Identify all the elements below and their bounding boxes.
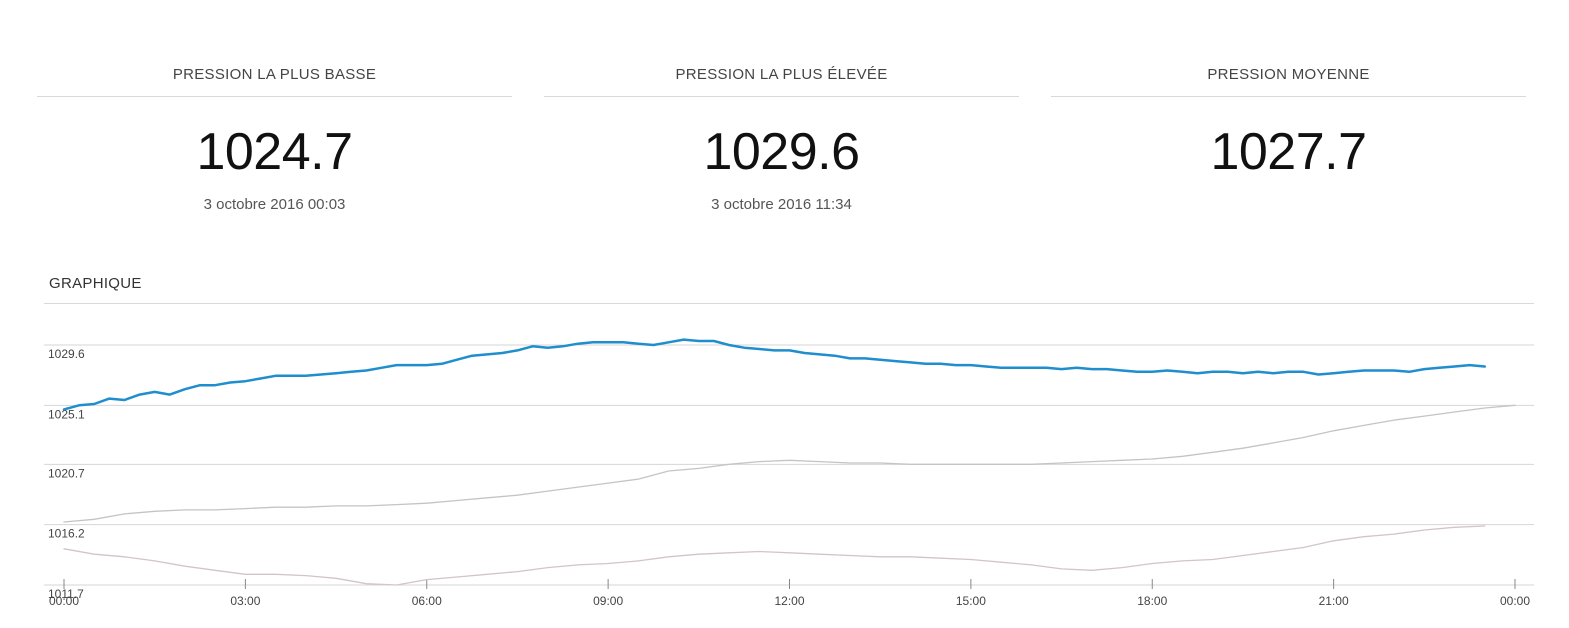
- y-tick-label: 1016.2: [48, 527, 85, 541]
- x-tick-label: 09:00: [593, 594, 623, 608]
- divider: [44, 303, 1534, 304]
- y-tick-label: 1029.6: [48, 347, 85, 361]
- series-line-tertiary: [63, 525, 1486, 586]
- y-tick-label: 1020.7: [48, 466, 85, 480]
- chart-section-title: GRAPHIQUE: [49, 275, 142, 292]
- x-tick-label: 00:00: [1500, 594, 1530, 608]
- y-tick-label: 1011.7: [48, 587, 84, 601]
- stat-date: 3 octobre 2016 11:34: [711, 196, 852, 213]
- y-tick-label: 1025.1: [48, 407, 85, 421]
- divider: [1051, 96, 1526, 97]
- x-tick-label: 15:00: [956, 594, 986, 608]
- stat-value: 1029.6: [703, 123, 860, 181]
- stat-date: 3 octobre 2016 00:03: [203, 196, 346, 213]
- x-tick-label: 06:00: [412, 594, 442, 608]
- divider: [544, 96, 1019, 97]
- x-tick-label: 21:00: [1319, 594, 1349, 608]
- stat-title: PRESSION MOYENNE: [1207, 66, 1370, 83]
- stat-value: 1024.7: [196, 123, 353, 181]
- x-tick-label: 12:00: [774, 594, 804, 608]
- x-tick-label: 18:00: [1137, 594, 1167, 608]
- stat-title: PRESSION LA PLUS BASSE: [172, 66, 377, 83]
- stat-title: PRESSION LA PLUS ÉLEVÉE: [675, 66, 888, 83]
- series-line-secondary: [63, 404, 1516, 523]
- divider: [37, 96, 512, 97]
- x-tick-label: 00:00: [49, 594, 79, 608]
- x-tick-label: 03:00: [230, 594, 260, 608]
- stat-value: 1027.7: [1210, 123, 1367, 181]
- series-line-primary: [62, 338, 1487, 411]
